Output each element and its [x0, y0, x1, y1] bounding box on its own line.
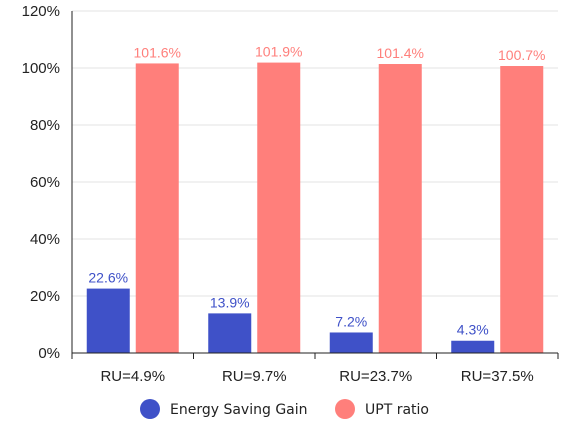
y-tick-label: 80%: [30, 117, 60, 134]
legend-label-energy-saving-gain: Energy Saving Gain: [170, 402, 308, 418]
legend: Energy Saving Gain UPT ratio: [140, 399, 429, 419]
y-tick-label: 60%: [30, 174, 60, 191]
bar-energy-saving-gain-ru-23-7: [329, 332, 373, 353]
axes: 0% 20% 40% 60% 80% 100% 120% RU=4.9% RU=9.7% RU=2…: [22, 3, 559, 385]
y-tick-label: 100%: [22, 60, 60, 77]
bar-upt-ratio-ru-23-7: [378, 64, 422, 353]
data-labels: 22.6% 13.9% 7.2% 4.3% 101.6% 101.9% 101.4% 100.…: [88, 44, 545, 338]
bar-energy-saving-gain-ru-4-9: [86, 288, 130, 353]
data-label-energy-saving-gain-ru-4-9: 22.6%: [88, 270, 128, 286]
data-label-upt-ratio-ru-37-5: 100.7%: [498, 47, 545, 63]
data-label-energy-saving-gain-ru-37-5: 4.3%: [457, 322, 489, 338]
data-label-upt-ratio-ru-9-7: 101.9%: [255, 44, 302, 60]
bar-upt-ratio-ru-4-9: [135, 63, 179, 353]
data-label-energy-saving-gain-ru-23-7: 7.2%: [335, 313, 367, 329]
x-tick-label-ru-37-5: RU=37.5%: [461, 368, 534, 385]
bar-upt-ratio-ru-9-7: [257, 62, 301, 354]
x-tick-label-ru-9-7: RU=9.7%: [222, 368, 287, 385]
bar-upt-ratio-ru-37-5: [500, 66, 544, 353]
legend-label-upt-ratio: UPT ratio: [365, 402, 429, 418]
data-label-energy-saving-gain-ru-9-7: 13.9%: [210, 294, 250, 310]
bar-energy-saving-gain-ru-9-7: [208, 313, 252, 353]
x-tick-label-ru-4-9: RU=4.9%: [100, 368, 165, 385]
data-label-upt-ratio-ru-4-9: 101.6%: [134, 44, 181, 60]
y-tick-label: 120%: [22, 3, 60, 20]
data-label-upt-ratio-ru-23-7: 101.4%: [377, 45, 424, 61]
y-tick-label: 20%: [30, 288, 60, 305]
y-tick-label: 0%: [38, 345, 60, 362]
bar-energy-saving-gain-ru-37-5: [451, 340, 495, 353]
legend-marker-upt-ratio: [335, 399, 355, 419]
bars: [86, 62, 544, 354]
legend-marker-energy-saving-gain: [140, 399, 160, 419]
x-tick-label-ru-23-7: RU=23.7%: [339, 368, 412, 385]
y-tick-label: 40%: [30, 231, 60, 248]
